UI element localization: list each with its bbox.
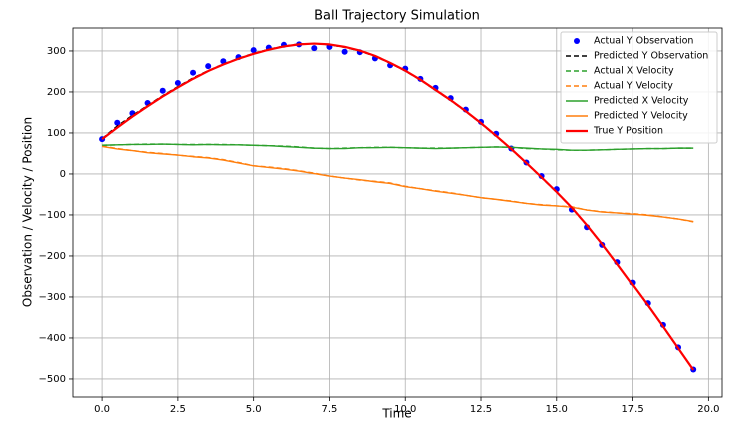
series-line bbox=[101, 145, 694, 223]
data-point bbox=[250, 47, 257, 54]
legend: Actual Y Observation Predicted Y Observat… bbox=[560, 31, 718, 144]
legend-label: Actual X Velocity bbox=[594, 66, 674, 77]
x-tick-label: 7.5 bbox=[321, 404, 337, 415]
y-tick-label: 0 bbox=[60, 169, 66, 180]
data-point bbox=[174, 79, 181, 86]
legend-label: Actual Y Observation bbox=[594, 36, 693, 47]
data-point bbox=[311, 45, 318, 52]
data-point bbox=[114, 119, 121, 126]
chart-title: Ball Trajectory Simulation bbox=[314, 9, 480, 24]
y-tick-label: −400 bbox=[39, 333, 66, 344]
y-tick-label: −100 bbox=[39, 210, 66, 221]
legend-box bbox=[560, 31, 718, 144]
legend-label: Predicted X Velocity bbox=[594, 96, 689, 107]
x-tick-label: 17.5 bbox=[621, 404, 643, 415]
series-line bbox=[102, 143, 694, 151]
x-tick-label: 10.0 bbox=[394, 404, 416, 415]
x-tick-label: 5.0 bbox=[246, 404, 262, 415]
legend-label: Predicted Y Velocity bbox=[594, 111, 688, 122]
y-axis-label: Observation / Velocity / Position bbox=[21, 117, 35, 307]
series-line bbox=[101, 145, 694, 223]
y-tick-label: 100 bbox=[47, 128, 66, 139]
data-point bbox=[190, 69, 197, 76]
x-tick-label: 15.0 bbox=[546, 404, 568, 415]
data-point bbox=[220, 58, 227, 65]
x-tick-label: 0.0 bbox=[94, 404, 110, 415]
plot-frame bbox=[72, 27, 723, 398]
data-point bbox=[159, 87, 166, 94]
x-tick-label: 12.5 bbox=[470, 404, 492, 415]
x-tick-label: 2.5 bbox=[170, 404, 186, 415]
legend-label: Predicted Y Observation bbox=[594, 51, 708, 62]
y-tick-label: −500 bbox=[39, 374, 66, 385]
series-line bbox=[101, 42, 695, 371]
y-tick-label: 200 bbox=[47, 87, 66, 98]
y-tick-label: −300 bbox=[39, 292, 66, 303]
data-point bbox=[205, 63, 212, 70]
legend-label: Actual Y Velocity bbox=[594, 81, 673, 92]
legend-marker bbox=[574, 38, 580, 44]
y-tick-label: −200 bbox=[39, 251, 66, 262]
data-point bbox=[341, 48, 348, 55]
y-tick-label: 300 bbox=[47, 46, 66, 57]
legend-label: True Y Position bbox=[593, 126, 663, 137]
x-axis-label: Time bbox=[381, 407, 411, 421]
x-tick-label: 20.0 bbox=[697, 404, 719, 415]
